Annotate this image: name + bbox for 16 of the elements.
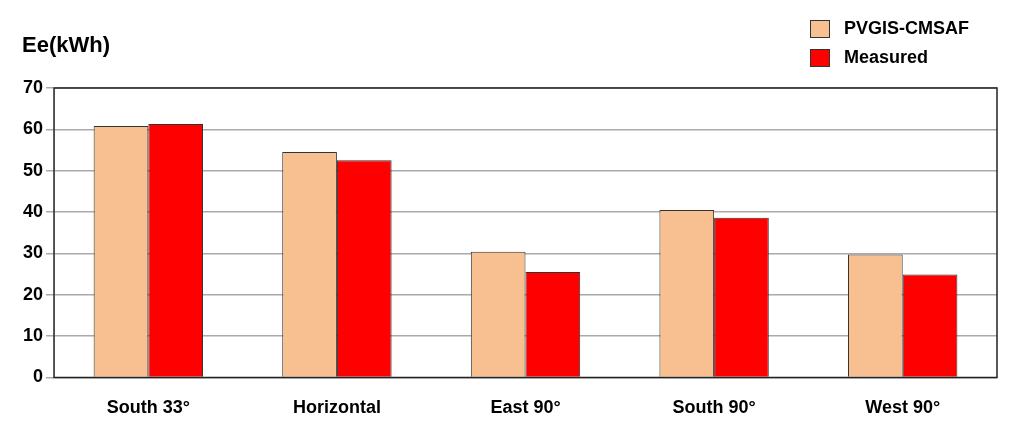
y-tick-label: 40 [22, 201, 44, 221]
y-tick-label: 50 [22, 159, 44, 180]
y-tick-label: 60 [22, 118, 44, 139]
x-tick-label: East 90° [490, 397, 561, 418]
legend-label: PVGIS-CMSAF [843, 18, 969, 39]
x-tick-label: West 90° [865, 397, 941, 418]
legend-label: Measured [843, 47, 929, 68]
y-tick-label: 0 [33, 366, 44, 387]
y-axis-title: Ee(kWh) [22, 32, 110, 58]
x-tick-label: Horizontal [292, 397, 381, 418]
y-tick-label: 20 [22, 283, 44, 304]
y-tick-label: 70 [22, 76, 44, 97]
x-tick-label: South 90° [672, 397, 756, 418]
y-tick-label: 10 [22, 325, 44, 346]
x-tick-label: South 33° [106, 397, 190, 418]
y-tick-label: 30 [22, 242, 44, 263]
